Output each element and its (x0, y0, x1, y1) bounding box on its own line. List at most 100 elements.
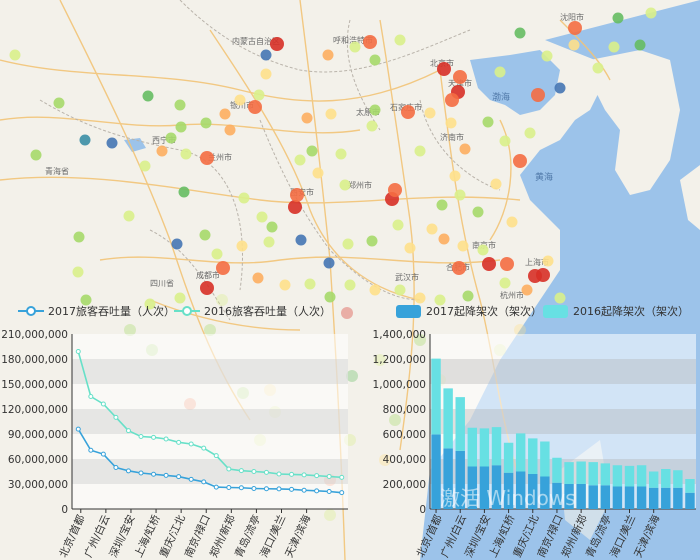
airport-dot[interactable] (438, 233, 450, 245)
airport-dot[interactable] (260, 49, 272, 61)
data-point[interactable] (75, 349, 81, 354)
data-point[interactable] (238, 468, 244, 474)
airport-dot[interactable] (266, 221, 278, 233)
data-point[interactable] (314, 488, 320, 494)
airport-dot[interactable] (401, 105, 415, 119)
airport-dot[interactable] (73, 231, 85, 243)
airport-dot[interactable] (180, 148, 192, 160)
data-point[interactable] (151, 471, 157, 477)
data-point[interactable] (263, 469, 269, 475)
data-point[interactable] (75, 426, 81, 432)
airport-dot[interactable] (634, 39, 646, 51)
airport-dot[interactable] (490, 178, 502, 190)
airport-dot[interactable] (608, 41, 620, 53)
stacked-bar-segment[interactable] (636, 465, 647, 487)
airport-dot[interactable] (219, 108, 231, 120)
stacked-bar-segment[interactable] (564, 484, 574, 509)
stacked-bar-segment[interactable] (455, 450, 465, 509)
airport-dot[interactable] (521, 284, 533, 296)
airport-dot[interactable] (80, 294, 92, 306)
stacked-bar-segment[interactable] (540, 476, 550, 510)
data-point[interactable] (151, 434, 157, 440)
legend-item-flights-2017[interactable]: 2017起降架次（架次） (396, 303, 542, 319)
airport-dot[interactable] (346, 370, 358, 382)
stacked-bar-segment[interactable] (515, 433, 526, 472)
airport-dot[interactable] (404, 242, 416, 254)
airport-dot[interactable] (379, 454, 391, 466)
airport-dot[interactable] (514, 27, 526, 39)
airport-dot[interactable] (339, 179, 351, 191)
data-point[interactable] (289, 471, 295, 477)
airport-dot[interactable] (106, 137, 118, 149)
stacked-bar-segment[interactable] (600, 463, 611, 486)
airport-dot[interactable] (524, 127, 536, 139)
airport-dot[interactable] (554, 82, 566, 94)
stacked-bar-segment[interactable] (648, 471, 659, 488)
airport-dot[interactable] (204, 324, 216, 336)
stacked-bar-segment[interactable] (503, 442, 514, 473)
airport-dot[interactable] (392, 219, 404, 231)
airport-dot[interactable] (482, 116, 494, 128)
airport-dot[interactable] (499, 277, 511, 289)
airport-dot[interactable] (324, 291, 336, 303)
airport-dot[interactable] (139, 160, 151, 172)
data-point[interactable] (88, 394, 94, 399)
stacked-bar-segment[interactable] (443, 388, 453, 449)
stacked-bar-segment[interactable] (564, 462, 574, 484)
airport-dot[interactable] (445, 93, 459, 107)
airport-dot[interactable] (592, 62, 604, 74)
airport-dot[interactable] (174, 292, 186, 304)
airport-dot[interactable] (342, 238, 354, 250)
stacked-bar-segment[interactable] (515, 471, 526, 510)
airport-dot[interactable] (369, 104, 381, 116)
airport-dot[interactable] (542, 255, 554, 267)
data-point[interactable] (113, 465, 119, 470)
stacked-bar-segment[interactable] (673, 487, 683, 509)
airport-dot[interactable] (426, 223, 438, 235)
airport-dot[interactable] (369, 54, 381, 66)
airport-dot[interactable] (434, 294, 446, 306)
airport-dot[interactable] (9, 49, 21, 61)
airport-dot[interactable] (142, 90, 154, 102)
series-line[interactable] (77, 428, 342, 494)
stacked-bar-segment[interactable] (661, 487, 671, 509)
airport-dot[interactable] (531, 88, 545, 102)
data-point[interactable] (213, 484, 219, 490)
airport-dot[interactable] (449, 170, 461, 182)
airport-dot[interactable] (288, 200, 302, 214)
airport-dot[interactable] (324, 509, 336, 521)
airport-dot[interactable] (424, 107, 436, 119)
stacked-bar-segment[interactable] (455, 397, 465, 451)
stacked-bar-segment[interactable] (528, 438, 538, 474)
airport-dot[interactable] (123, 210, 135, 222)
airport-dot[interactable] (211, 248, 223, 260)
data-point[interactable] (339, 490, 345, 496)
airport-dot[interactable] (290, 188, 304, 202)
airport-dot[interactable] (366, 235, 378, 247)
stacked-bar-segment[interactable] (467, 427, 478, 467)
airport-dot[interactable] (452, 261, 466, 275)
airport-dot[interactable] (436, 199, 448, 211)
data-point[interactable] (251, 486, 257, 491)
airport-dot[interactable] (394, 284, 406, 296)
stacked-bar-segment[interactable] (540, 441, 550, 477)
airport-dot[interactable] (349, 41, 361, 53)
airport-dot[interactable] (477, 244, 489, 256)
stacked-bar-segment[interactable] (648, 487, 659, 509)
airport-dot[interactable] (513, 154, 527, 168)
data-point[interactable] (226, 466, 232, 472)
airport-dot[interactable] (144, 298, 156, 310)
airport-dot[interactable] (459, 143, 471, 155)
legend-item-passenger-2017[interactable]: 2017旅客吞吐量（人次） (18, 303, 175, 319)
airport-dot[interactable] (322, 49, 334, 61)
stacked-bar-segment[interactable] (673, 470, 683, 488)
airport-dot[interactable] (457, 240, 469, 252)
airport-dot[interactable] (482, 257, 496, 271)
legend-item-flights-2016[interactable]: 2016起降架次（架次） (543, 303, 689, 319)
airport-dot[interactable] (344, 279, 356, 291)
legend-item-passenger-2016[interactable]: 2016旅客吞吐量（人次） (174, 303, 331, 319)
airport-dot[interactable] (325, 108, 337, 120)
stacked-bar-segment[interactable] (431, 358, 441, 435)
airport-dot[interactable] (72, 266, 84, 278)
airport-dot[interactable] (200, 117, 212, 129)
